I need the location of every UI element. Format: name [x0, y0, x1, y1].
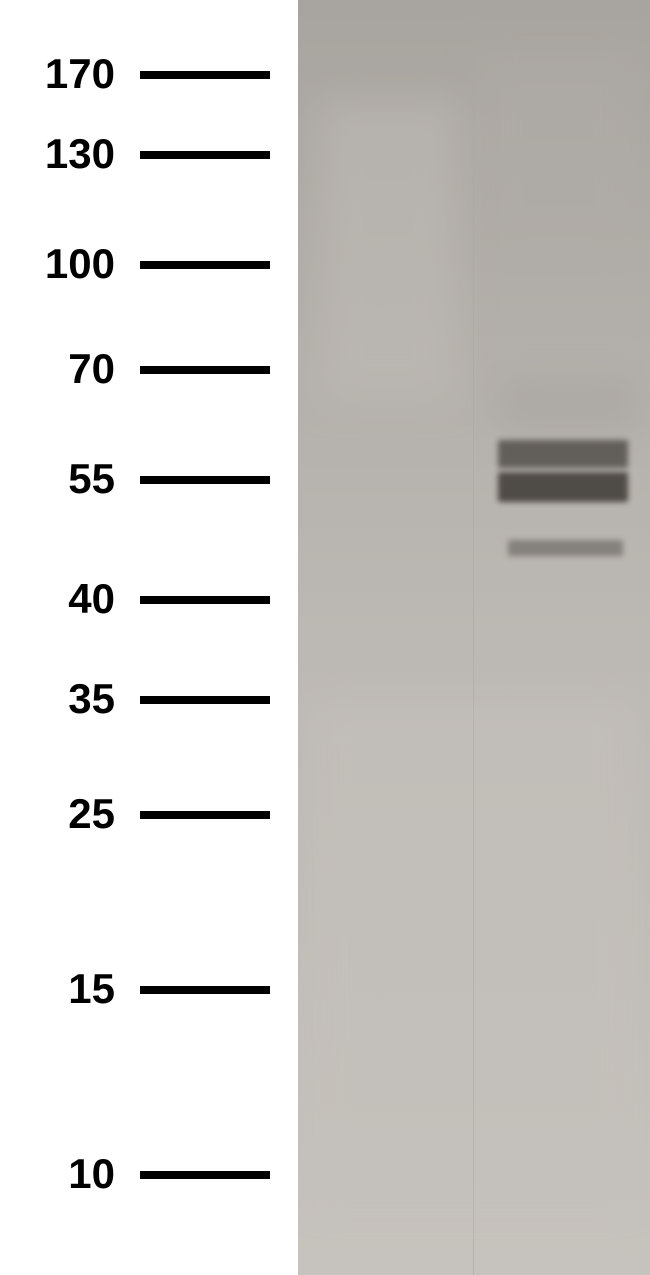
- lane-divider: [473, 0, 474, 1275]
- ladder-label: 55: [5, 455, 115, 503]
- protein-band: [498, 440, 628, 468]
- ladder-label: 40: [5, 575, 115, 623]
- western-blot-figure: 170 130 100 70 55 40 35 25 15 10: [0, 0, 650, 1275]
- ladder-label: 15: [5, 965, 115, 1013]
- ladder-tick: [140, 596, 270, 604]
- blot-texture-patch: [318, 100, 458, 400]
- ladder-tick: [140, 261, 270, 269]
- ladder-label: 70: [5, 345, 115, 393]
- ladder-label: 25: [5, 790, 115, 838]
- ladder-tick: [140, 366, 270, 374]
- ladder-label: 10: [5, 1150, 115, 1198]
- ladder-tick: [140, 476, 270, 484]
- protein-band: [498, 472, 628, 502]
- ladder-label: 35: [5, 675, 115, 723]
- ladder-tick: [140, 811, 270, 819]
- blot-texture-patch: [498, 380, 638, 430]
- protein-band: [508, 540, 623, 556]
- ladder-tick: [140, 986, 270, 994]
- ladder-label: 130: [5, 130, 115, 178]
- ladder-tick: [140, 71, 270, 79]
- ladder-label: 100: [5, 240, 115, 288]
- blot-texture-patch: [478, 50, 638, 250]
- ladder-tick: [140, 151, 270, 159]
- ladder-tick: [140, 1171, 270, 1179]
- blot-membrane: [298, 0, 650, 1275]
- ladder-label: 170: [5, 50, 115, 98]
- ladder-tick: [140, 696, 270, 704]
